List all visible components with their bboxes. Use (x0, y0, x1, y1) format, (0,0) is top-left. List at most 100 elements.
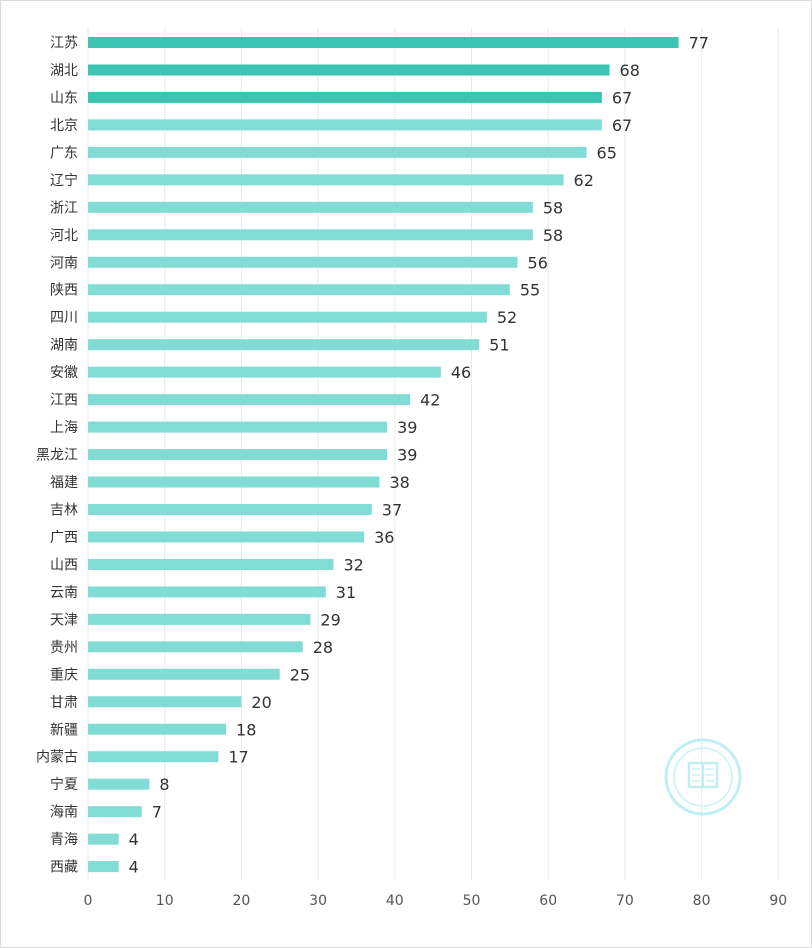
x-tick-label: 70 (616, 893, 634, 909)
value-label: 7 (152, 803, 162, 822)
bar (88, 339, 480, 351)
value-label: 52 (497, 308, 517, 327)
category-label: 辽宁 (50, 172, 78, 189)
bar (88, 833, 119, 845)
bar (88, 806, 142, 818)
value-label: 58 (543, 198, 563, 217)
category-label: 贵州 (50, 640, 78, 656)
bar (88, 558, 334, 570)
value-label: 32 (343, 555, 363, 574)
value-label: 77 (689, 34, 709, 53)
bar (88, 394, 411, 406)
category-label: 黑龙江 (36, 448, 78, 464)
category-label: 西藏 (50, 860, 78, 876)
category-label: 吉林 (50, 502, 78, 518)
bar (88, 476, 380, 488)
category-label: 湖南 (50, 338, 78, 354)
value-label: 37 (382, 500, 402, 519)
value-label: 4 (129, 858, 139, 877)
value-label: 39 (397, 418, 417, 437)
bar (88, 723, 227, 735)
value-label: 67 (612, 116, 632, 135)
value-label: 38 (389, 473, 409, 492)
category-label: 山东 (50, 90, 78, 106)
value-label: 65 (597, 143, 617, 162)
bar (88, 449, 388, 461)
value-label: 68 (620, 61, 640, 80)
category-label: 江苏 (50, 36, 78, 52)
bar (88, 751, 219, 763)
category-label: 湖北 (50, 63, 78, 79)
labels: 0 10 20 30 40 50 60 70 80 90 江苏 77 湖北 68 山东 67 北京 67 广东 65 辽… (36, 34, 787, 910)
value-label: 20 (251, 693, 271, 712)
category-label: 河北 (50, 228, 78, 244)
bar (88, 696, 242, 708)
value-label: 4 (129, 830, 139, 849)
category-label: 陕西 (50, 283, 78, 299)
value-label: 42 (420, 391, 440, 410)
category-label: 上海 (50, 420, 78, 436)
x-tick-label: 90 (769, 893, 787, 909)
x-tick-label: 80 (693, 893, 711, 909)
value-label: 46 (451, 363, 471, 382)
value-label: 58 (543, 226, 563, 245)
category-label: 青海 (50, 832, 78, 848)
bar (88, 256, 518, 268)
value-label: 39 (397, 446, 417, 465)
bar (88, 861, 119, 873)
category-label: 安徽 (50, 365, 78, 381)
gridlines (87, 28, 779, 880)
bar (88, 174, 564, 186)
x-tick-label: 50 (463, 893, 481, 909)
value-label: 56 (528, 253, 548, 272)
value-label: 28 (313, 638, 333, 657)
bar (88, 146, 587, 158)
value-label: 55 (520, 281, 540, 300)
category-label: 河南 (50, 255, 78, 271)
category-label: 浙江 (50, 200, 78, 216)
category-label: 宁夏 (50, 776, 78, 793)
x-tick-label: 40 (386, 893, 404, 909)
x-tick-label: 10 (156, 893, 174, 909)
category-label: 天津 (50, 612, 78, 628)
value-label: 25 (290, 665, 310, 684)
bar (88, 531, 365, 543)
value-label: 18 (236, 720, 256, 739)
watermark-seal (664, 738, 742, 816)
value-label: 17 (228, 748, 248, 767)
value-label: 51 (489, 336, 509, 355)
x-tick-label: 60 (539, 893, 557, 909)
category-label: 广东 (50, 145, 78, 161)
bar (88, 586, 326, 598)
category-label: 新疆 (50, 722, 78, 738)
bar (88, 91, 602, 103)
value-label: 62 (574, 171, 594, 190)
category-label: 江西 (50, 393, 78, 409)
category-label: 云南 (50, 585, 78, 601)
x-tick-label: 20 (232, 893, 250, 909)
bar (88, 311, 487, 323)
bar (88, 613, 311, 625)
value-label: 36 (374, 528, 394, 547)
bar (88, 64, 610, 76)
bar (88, 503, 372, 515)
bar (88, 284, 510, 296)
category-label: 广西 (50, 530, 78, 546)
value-label: 8 (159, 775, 169, 794)
category-label: 北京 (50, 118, 78, 134)
category-label: 山西 (50, 557, 78, 573)
value-label: 31 (336, 583, 356, 602)
category-label: 四川 (50, 310, 78, 326)
category-label: 福建 (50, 475, 78, 491)
bar (88, 778, 150, 790)
x-tick-label: 30 (309, 893, 327, 909)
value-label: 67 (612, 88, 632, 107)
category-label: 海南 (50, 805, 78, 821)
bar (88, 668, 280, 680)
bar (88, 201, 533, 213)
category-label: 内蒙古 (36, 750, 78, 766)
bar (88, 229, 533, 241)
x-tick-label: 0 (84, 893, 93, 909)
bar (88, 37, 679, 48)
